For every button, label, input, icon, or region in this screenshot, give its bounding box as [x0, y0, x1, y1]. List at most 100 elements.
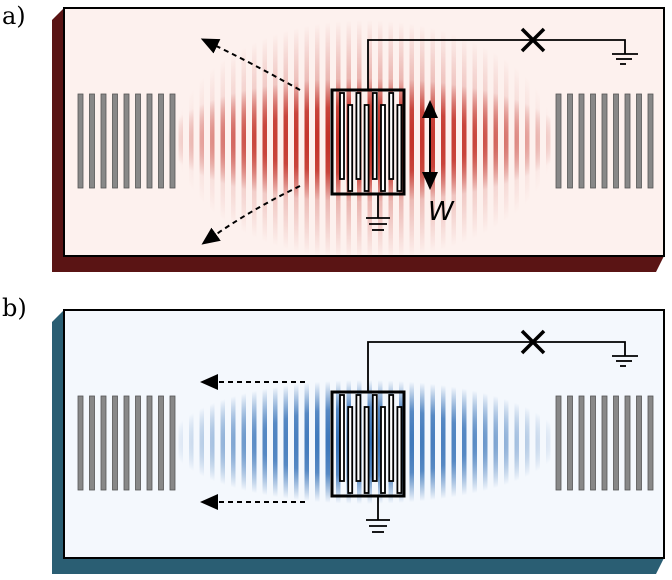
wave-crest	[305, 20, 310, 260]
wave-crest	[179, 322, 184, 562]
wave-crest	[410, 20, 415, 260]
grating-bar	[625, 94, 630, 188]
wave-crest	[494, 20, 499, 260]
wave-crest	[210, 322, 215, 562]
wave-crest	[315, 20, 320, 260]
finger	[356, 93, 360, 179]
grating-bar	[602, 396, 607, 490]
grating-bar	[124, 94, 129, 188]
wave-crest	[179, 20, 184, 260]
panel-label: b)	[2, 294, 27, 322]
finger	[373, 395, 377, 481]
wave-crest	[189, 322, 194, 562]
grating-bar	[614, 94, 619, 188]
grating-bar	[124, 396, 129, 490]
grating-bar	[147, 94, 152, 188]
grating-bar	[556, 396, 561, 490]
wave-crest	[284, 20, 289, 260]
wave-crest	[462, 322, 467, 562]
wave-crest	[210, 20, 215, 260]
grating-bar	[602, 94, 607, 188]
wave-crest	[431, 322, 436, 562]
wave-crest	[473, 20, 478, 260]
wave-crest	[473, 322, 478, 562]
wave-crest	[252, 322, 257, 562]
wave-crest	[305, 322, 310, 562]
wave-crest	[525, 20, 530, 260]
wave-crest	[263, 20, 268, 260]
width-label: W	[428, 197, 455, 227]
wave-crest	[441, 322, 446, 562]
finger	[389, 93, 393, 179]
wave-crest	[420, 20, 425, 260]
grating-bar	[591, 396, 596, 490]
wave-crest	[494, 322, 499, 562]
grating-bar	[113, 396, 118, 490]
finger	[381, 105, 385, 191]
wave-crest	[242, 322, 247, 562]
wave-crest	[200, 20, 205, 260]
grating-bar	[147, 396, 152, 490]
wave-crest	[284, 322, 289, 562]
wave-crest	[326, 20, 331, 260]
grating-bar	[556, 94, 561, 188]
grating-bar	[78, 396, 83, 490]
wave-crest	[536, 322, 541, 562]
grating-bar	[614, 396, 619, 490]
wave-crest	[515, 20, 520, 260]
wave-crest	[420, 322, 425, 562]
wave-crest	[462, 20, 467, 260]
wave-crest	[410, 322, 415, 562]
grating-bar	[101, 94, 106, 188]
wave-crest	[536, 20, 541, 260]
grating-bar	[101, 396, 106, 490]
finger	[373, 93, 377, 179]
finger	[397, 105, 401, 191]
wave-crest	[273, 20, 278, 260]
grating-bar	[113, 94, 118, 188]
wave-crest	[483, 322, 488, 562]
wave-crest	[242, 20, 247, 260]
transducer	[332, 90, 404, 194]
panel-a: W	[52, 8, 664, 272]
wave-crest	[315, 322, 320, 562]
grating-bar	[579, 396, 584, 490]
wave-crest	[252, 20, 257, 260]
grating-bar	[637, 396, 642, 490]
wave-crest	[231, 322, 236, 562]
finger	[389, 395, 393, 481]
finger	[365, 105, 369, 191]
figure: a) b) W	[0, 0, 672, 580]
finger	[381, 407, 385, 493]
wave-crest	[546, 20, 551, 260]
wave-crest	[273, 322, 278, 562]
grating-bar	[78, 94, 83, 188]
finger	[340, 395, 344, 481]
grating-bar	[170, 94, 175, 188]
wave-crest	[263, 322, 268, 562]
grating-bar	[136, 396, 141, 490]
wave-crest	[200, 322, 205, 562]
wave-crest	[515, 322, 520, 562]
wave-crest	[525, 322, 530, 562]
panel-label: a)	[2, 2, 26, 30]
transducer	[332, 392, 404, 496]
grating-bar	[579, 94, 584, 188]
finger	[340, 93, 344, 179]
grating-bar	[170, 396, 175, 490]
wave-crest	[189, 20, 194, 260]
grating-bar	[637, 94, 642, 188]
wave-crest	[546, 322, 551, 562]
grating-bar	[568, 396, 573, 490]
finger	[397, 407, 401, 493]
grating-bar	[591, 94, 596, 188]
wave-crest	[483, 20, 488, 260]
finger	[356, 395, 360, 481]
wave-crest	[294, 322, 299, 562]
finger	[348, 105, 352, 191]
finger	[365, 407, 369, 493]
wave-crest	[294, 20, 299, 260]
grating-bar	[159, 94, 164, 188]
grating-bar	[90, 94, 95, 188]
wave-crest	[221, 322, 226, 562]
